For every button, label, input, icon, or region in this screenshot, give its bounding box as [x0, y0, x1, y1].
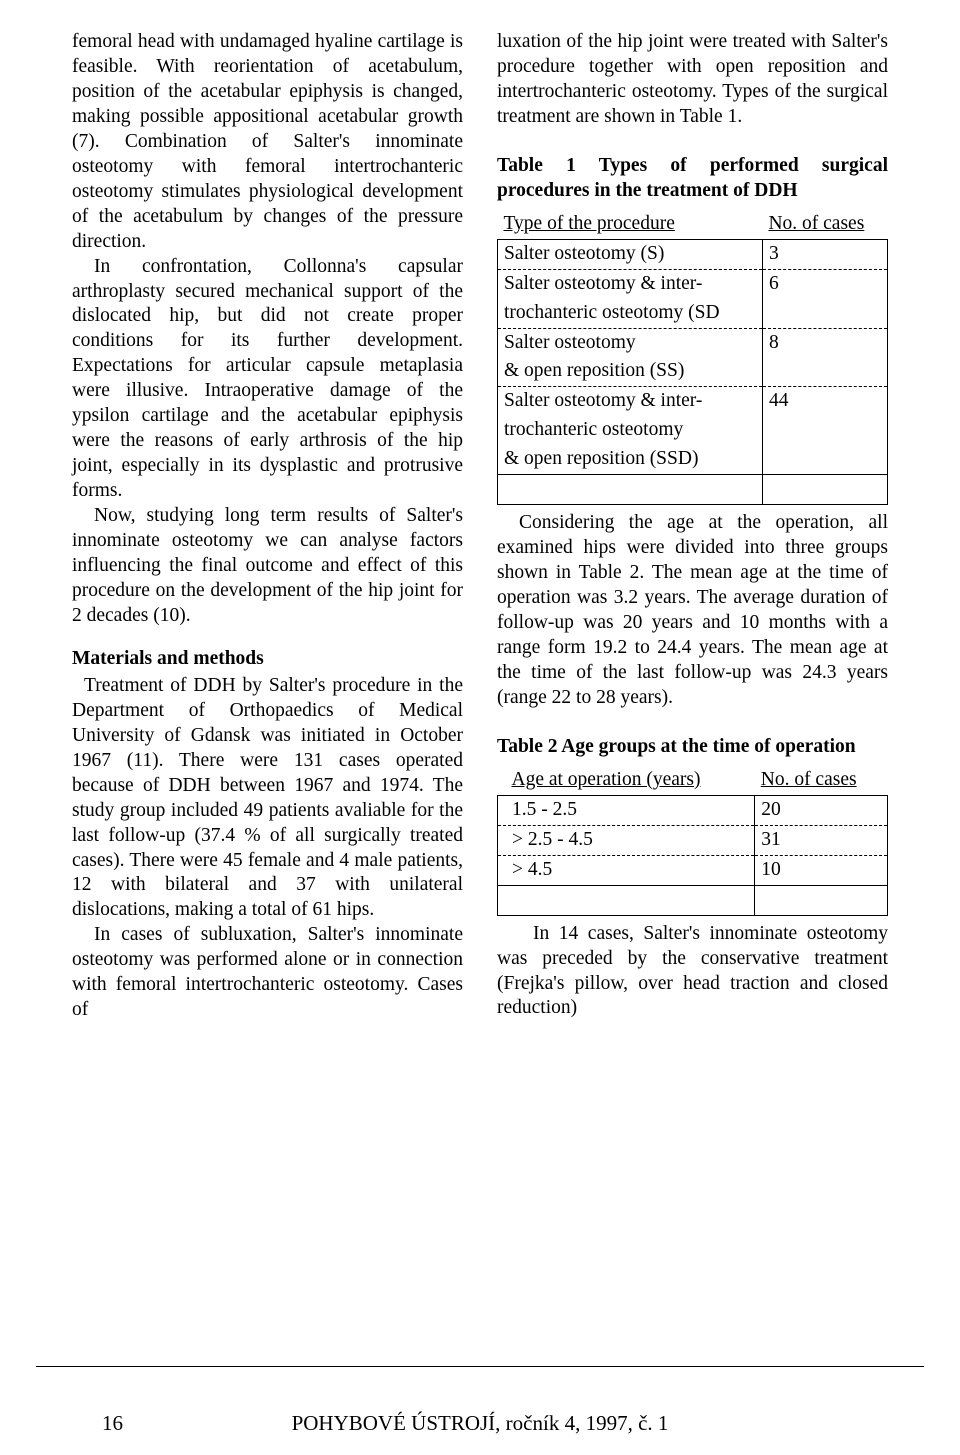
table-cell: Salter osteotomy (S) [498, 239, 763, 269]
table-cell [498, 475, 763, 505]
table-cell: 20 [755, 795, 888, 825]
page-body: femoral head with undamaged hyaline cart… [0, 0, 960, 1023]
table-cell: > 4.5 [498, 855, 755, 885]
table1: Type of the procedure No. of cases Salte… [497, 210, 888, 506]
body-paragraph: Considering the age at the operation, al… [497, 511, 888, 711]
body-paragraph: In cases of subluxation, Salter's innomi… [72, 923, 463, 1023]
table-cell [498, 885, 755, 915]
table-cell [755, 885, 888, 915]
body-paragraph: femoral head with undamaged hyaline cart… [72, 30, 463, 255]
table-cell [762, 416, 887, 445]
table2-title: Table 2 Age groups at the time of operat… [497, 735, 888, 760]
table-header-row: Type of the procedure No. of cases [498, 210, 888, 239]
right-column: luxation of the hip joint were treated w… [497, 30, 888, 1023]
left-column: femoral head with undamaged hyaline cart… [72, 30, 463, 1023]
table-row: > 4.5 10 [498, 855, 888, 885]
table-row: trochanteric osteotomy (SD [498, 299, 888, 328]
table-cell [762, 357, 887, 386]
table1-title: Table 1 Types of performed surgical proc… [497, 154, 888, 204]
table-cell: 8 [762, 328, 887, 357]
table-row: Salter osteotomy & inter- 44 [498, 387, 888, 416]
table-row: Salter osteotomy (S) 3 [498, 239, 888, 269]
table-row: & open reposition (SS) [498, 357, 888, 386]
table-row [498, 475, 888, 505]
table-cell: 6 [762, 269, 887, 298]
table-row: & open reposition (SSD) [498, 445, 888, 474]
table-cell [762, 299, 887, 328]
table-cell [762, 445, 887, 474]
table-row [498, 885, 888, 915]
table-cell: Salter osteotomy & inter- [498, 387, 763, 416]
table1-col1-header: Type of the procedure [498, 210, 763, 239]
body-paragraph: Now, studying long term results of Salte… [72, 504, 463, 629]
table-cell: Salter osteotomy [498, 328, 763, 357]
footer-rule [36, 1366, 924, 1367]
table1-col2-header: No. of cases [762, 210, 887, 239]
section-heading: Materials and methods [72, 647, 463, 672]
table-cell: 10 [755, 855, 888, 885]
table-row: > 2.5 - 4.5 31 [498, 825, 888, 855]
table-row: trochanteric osteotomy [498, 416, 888, 445]
table-cell: 3 [762, 239, 887, 269]
table-row: 1.5 - 2.5 20 [498, 795, 888, 825]
table-row: Salter osteotomy 8 [498, 328, 888, 357]
table-cell: 1.5 - 2.5 [498, 795, 755, 825]
table2: Age at operation (years) No. of cases 1.… [497, 766, 888, 916]
table-header-row: Age at operation (years) No. of cases [498, 766, 888, 795]
table-cell: trochanteric osteotomy (SD [498, 299, 763, 328]
table-cell: > 2.5 - 4.5 [498, 825, 755, 855]
journal-line: POHYBOVÉ ÚSTROJÍ, ročník 4, 1997, č. 1 [0, 1411, 960, 1436]
table2-col2-header: No. of cases [755, 766, 888, 795]
table-cell: Salter osteotomy & inter- [498, 269, 763, 298]
table-cell: trochanteric osteotomy [498, 416, 763, 445]
table-row: Salter osteotomy & inter- 6 [498, 269, 888, 298]
table-cell [762, 475, 887, 505]
body-paragraph: In confrontation, Collonna's capsular ar… [72, 255, 463, 505]
table-cell: & open reposition (SS) [498, 357, 763, 386]
table-cell: 31 [755, 825, 888, 855]
table-cell: & open reposition (SSD) [498, 445, 763, 474]
table-cell: 44 [762, 387, 887, 416]
body-paragraph: In 14 cases, Salter's innominate osteoto… [497, 922, 888, 1022]
body-paragraph: Treatment of DDH by Salter's procedure i… [72, 674, 463, 924]
table2-col1-header: Age at operation (years) [498, 766, 755, 795]
body-paragraph: luxation of the hip joint were treated w… [497, 30, 888, 130]
